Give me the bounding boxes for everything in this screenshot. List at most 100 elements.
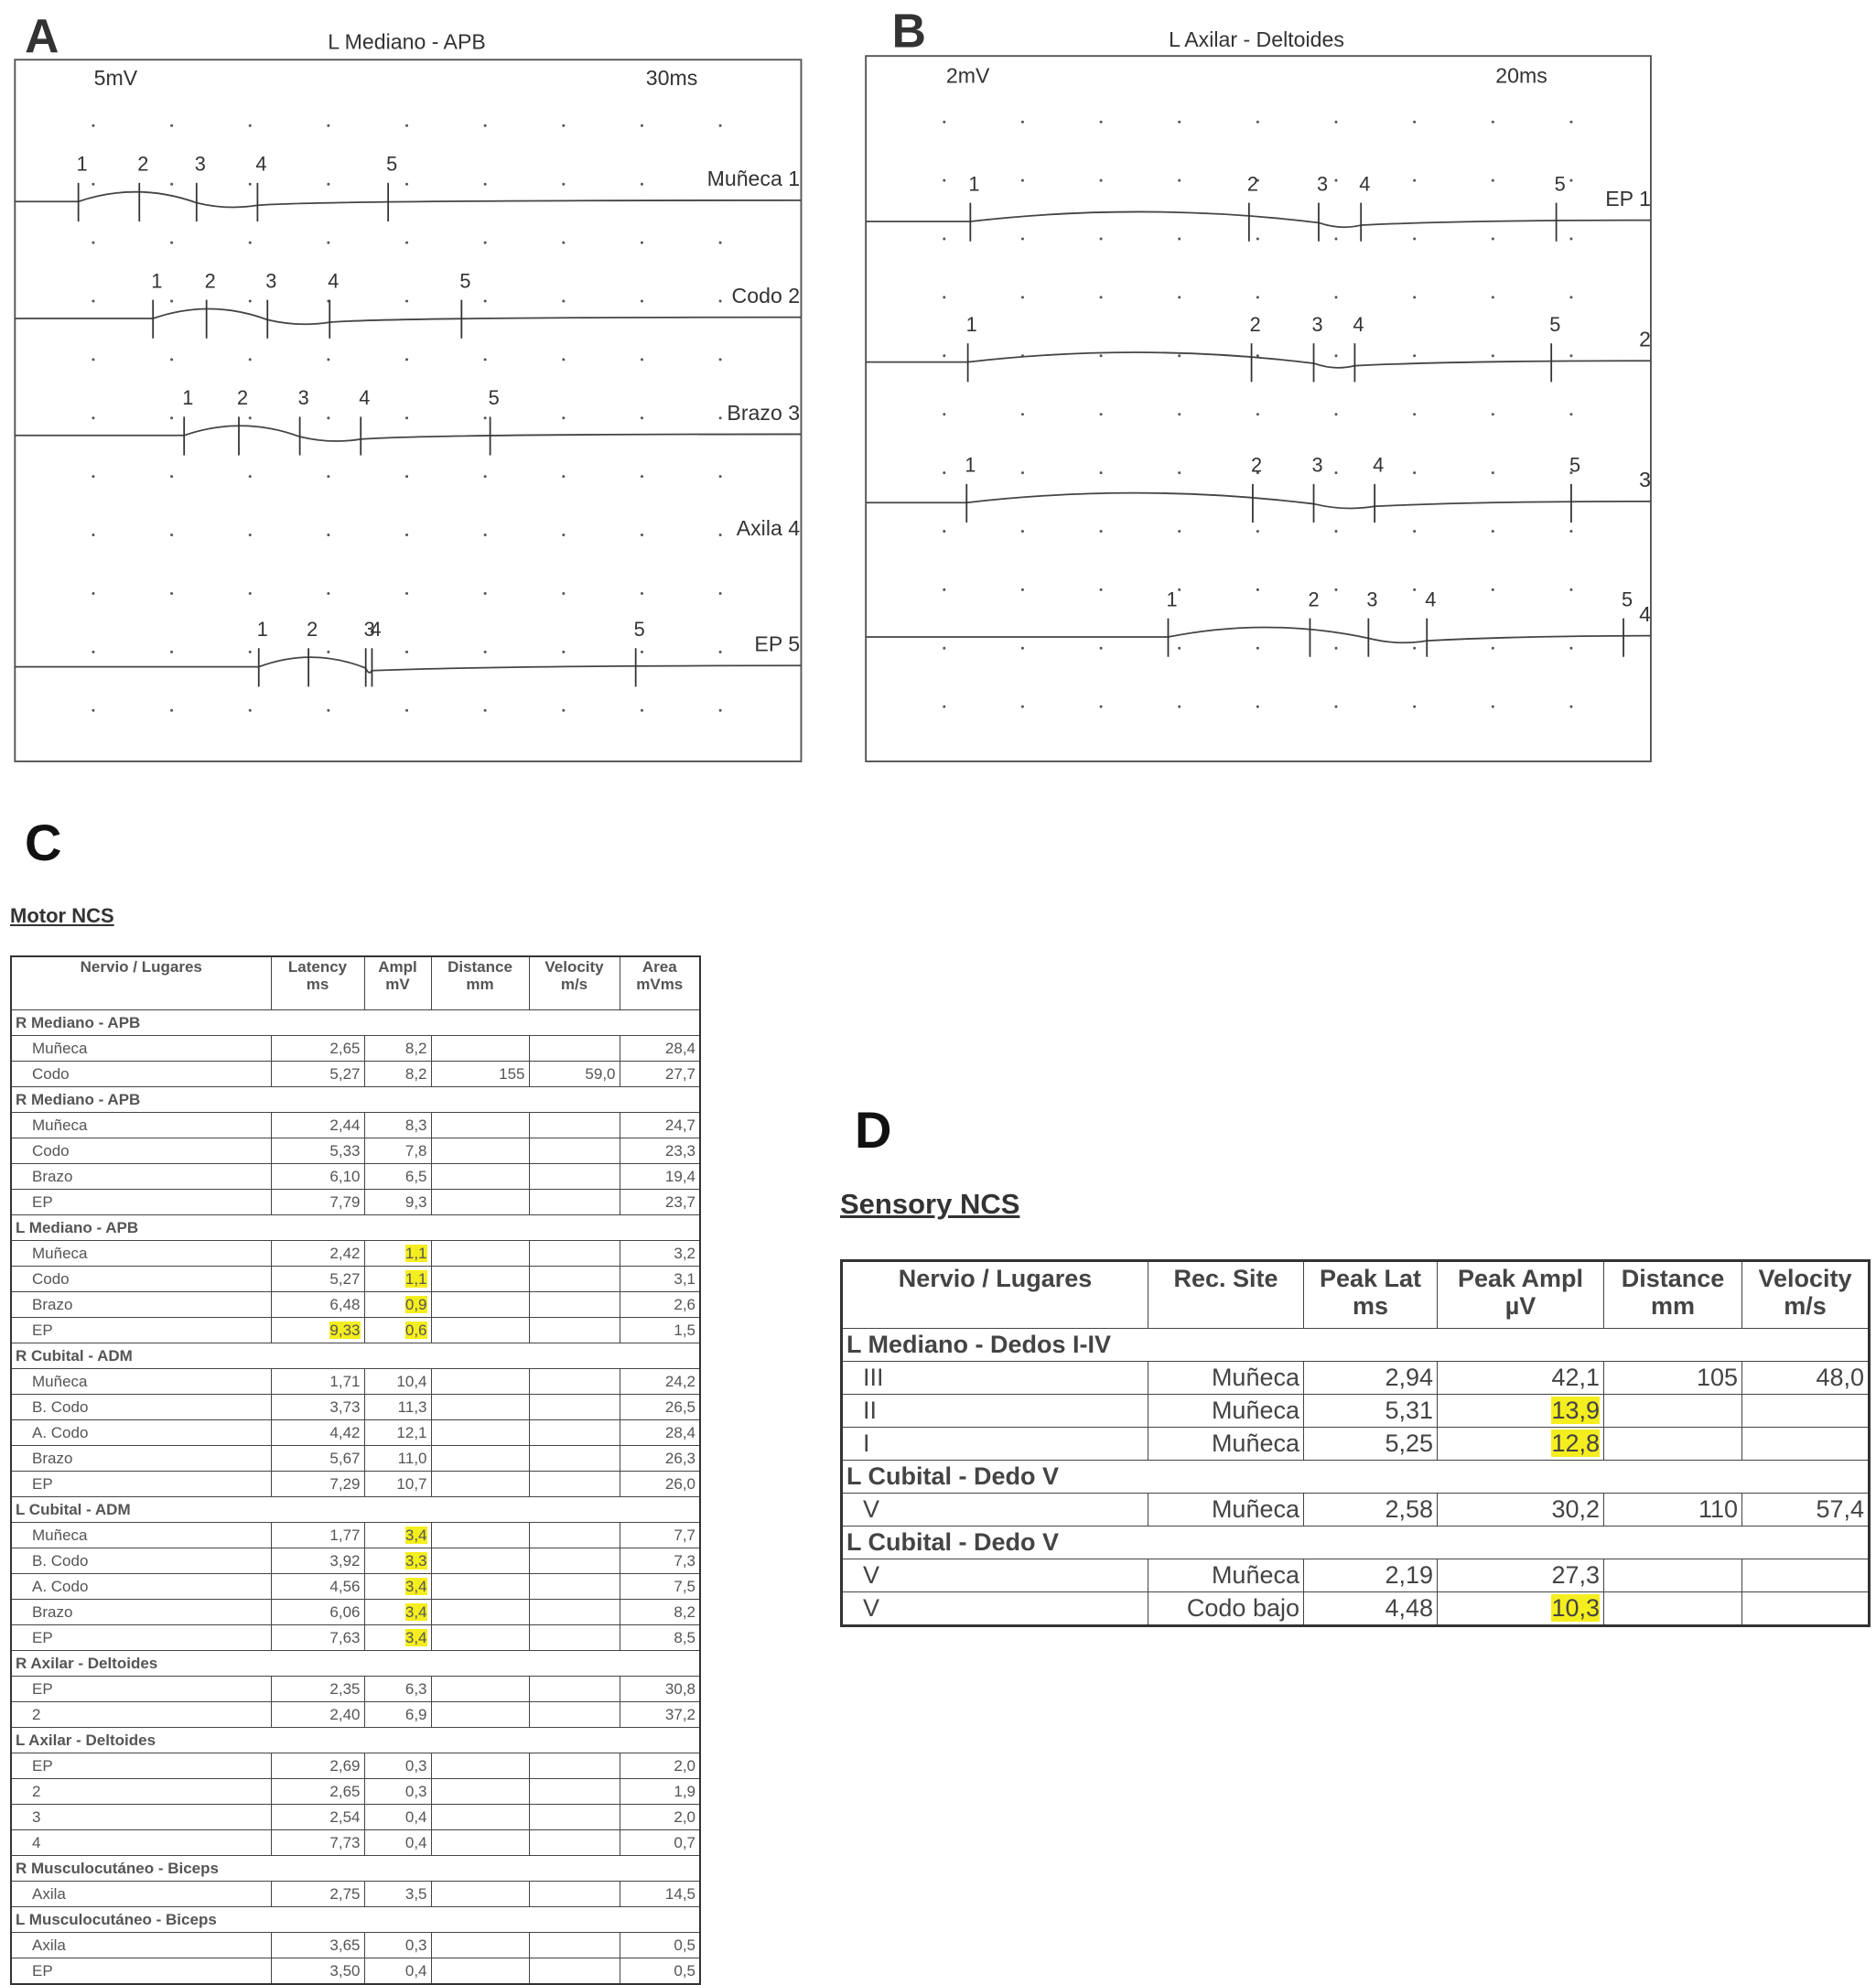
table-cell: 0,5 xyxy=(619,1932,701,1958)
header-cell: Nervio / Lugares xyxy=(10,955,272,1010)
grid-dot xyxy=(483,534,487,537)
highlighted-value: 1,1 xyxy=(404,1269,427,1288)
grid-dot xyxy=(248,650,252,653)
table-cell: 13,9 xyxy=(1437,1394,1604,1428)
header-name: Ampl xyxy=(378,958,417,976)
marker-label: 1 xyxy=(966,313,977,336)
grid-dot xyxy=(248,534,252,537)
grid-dot xyxy=(1178,354,1181,358)
grid-dot xyxy=(1099,413,1103,416)
group-row: R Musculocutáneo - Biceps xyxy=(10,1855,701,1882)
data-row: EP 2,69 0,3 2,0 xyxy=(10,1753,701,1779)
data-table: Nervio / Lugares Rec. Site Peak Lat ms Peak … xyxy=(840,1259,1871,1627)
grid-dot xyxy=(327,124,330,127)
data-row: 4 7,73 0,4 0,7 xyxy=(10,1829,701,1856)
table-cell: EP xyxy=(10,1189,272,1215)
group-row: L Cubital - ADM xyxy=(10,1496,701,1523)
marker-label: 2 xyxy=(205,269,216,292)
group-row: R Axilar - Deltoides xyxy=(10,1650,701,1677)
table-cell: 1,77 xyxy=(270,1522,365,1548)
grid-dot xyxy=(1413,178,1417,182)
grid-dot xyxy=(1569,178,1573,182)
header-cell: Nervio / Lugares xyxy=(841,1260,1148,1329)
grid-dot xyxy=(405,241,409,244)
group-name: L Musculocutáneo - Biceps xyxy=(10,1906,701,1933)
grid-dot xyxy=(327,416,330,420)
grid-dot xyxy=(483,650,487,653)
table-cell xyxy=(430,1445,530,1472)
grid-dot xyxy=(943,529,946,533)
table-cell xyxy=(528,1445,620,1472)
table-cell xyxy=(430,1701,530,1728)
grid-dot xyxy=(718,241,722,244)
grid-dot xyxy=(1178,237,1181,241)
table-cell: Muñeca xyxy=(1148,1427,1304,1461)
table-cell: EP xyxy=(10,1317,272,1343)
table-cell: 2,75 xyxy=(270,1881,365,1907)
grid-dot xyxy=(640,416,643,420)
grid-dot xyxy=(405,475,409,479)
grid-dot xyxy=(1334,413,1338,416)
table-cell xyxy=(430,1624,530,1651)
group-name: L Cubital - ADM xyxy=(10,1496,701,1523)
table-cell: 5,27 xyxy=(270,1266,365,1292)
table-cell: Axila xyxy=(10,1881,272,1907)
group-row: R Cubital - ADM xyxy=(10,1343,701,1369)
table-cell: 1,1 xyxy=(363,1266,432,1292)
marker-label: 2 xyxy=(307,618,318,641)
marker-label: 5 xyxy=(1622,588,1633,610)
grid-dot xyxy=(1020,120,1024,124)
trace-label: EP 5 xyxy=(754,632,800,656)
header-name: Peak Lat xyxy=(1319,1265,1422,1292)
header-row: Nervio / Lugares Rec. Site Peak Lat ms Peak … xyxy=(841,1260,1870,1329)
table-cell xyxy=(430,1778,530,1805)
table-cell xyxy=(430,1753,530,1779)
table-cell: 7,7 xyxy=(619,1522,701,1548)
table-cell: 0,3 xyxy=(363,1753,432,1779)
grid-dot xyxy=(1256,529,1259,533)
table-cell: 26,5 xyxy=(619,1394,701,1420)
table-cell xyxy=(528,1163,620,1190)
grid-dot xyxy=(1569,354,1573,358)
grid-dot xyxy=(1099,705,1103,708)
data-row: B. Codo 3,92 3,3 7,3 xyxy=(10,1548,701,1574)
panel-letter: C xyxy=(25,814,62,871)
table-cell: V xyxy=(841,1559,1148,1592)
grid-dot xyxy=(1413,471,1417,475)
trace-label: Muñeca 1 xyxy=(707,167,801,190)
grid-dot xyxy=(1256,237,1259,241)
header-name: Rec. Site xyxy=(1173,1265,1278,1292)
table-cell: 0,3 xyxy=(363,1778,432,1805)
marker-label: 5 xyxy=(459,269,470,292)
grid-dot xyxy=(1491,296,1494,299)
grid-dot xyxy=(248,416,252,420)
header-cell: Peak Ampl µV xyxy=(1437,1260,1604,1329)
table-cell: EP xyxy=(10,1753,272,1779)
table-cell: 30,2 xyxy=(1437,1493,1604,1527)
panel-title: L Axilar - Deltoides xyxy=(1169,27,1344,51)
data-row: Muñeca 2,42 1,1 3,2 xyxy=(10,1240,701,1267)
table-cell: 3,1 xyxy=(619,1266,701,1292)
marker-label: 5 xyxy=(1549,313,1560,336)
group-name: L Mediano - APB xyxy=(10,1214,701,1241)
group-name: L Axilar - Deltoides xyxy=(10,1727,701,1753)
grid-dot xyxy=(1334,237,1338,241)
highlighted-value: 9,33 xyxy=(329,1321,361,1339)
table-cell: 6,5 xyxy=(363,1163,432,1190)
table-cell: 27,7 xyxy=(619,1061,701,1087)
header-name: Area xyxy=(642,958,677,976)
grid-dot xyxy=(562,241,566,244)
grid-dot xyxy=(327,708,330,712)
table-cell: 2,44 xyxy=(270,1112,365,1138)
table-cell: Brazo xyxy=(10,1291,272,1318)
table-cell: 7,5 xyxy=(619,1573,701,1600)
highlighted-value: 0,6 xyxy=(404,1321,427,1339)
data-table: Nervio / Lugares Latency ms Ampl mV Distance m… xyxy=(10,955,701,1985)
table-cell: 48,0 xyxy=(1741,1361,1870,1395)
table-cell: I xyxy=(841,1427,1148,1461)
header-unit: mm xyxy=(1650,1291,1695,1320)
grid-dot xyxy=(248,358,252,361)
grid-dot xyxy=(1569,705,1573,708)
panel-letter: D xyxy=(855,1101,892,1159)
